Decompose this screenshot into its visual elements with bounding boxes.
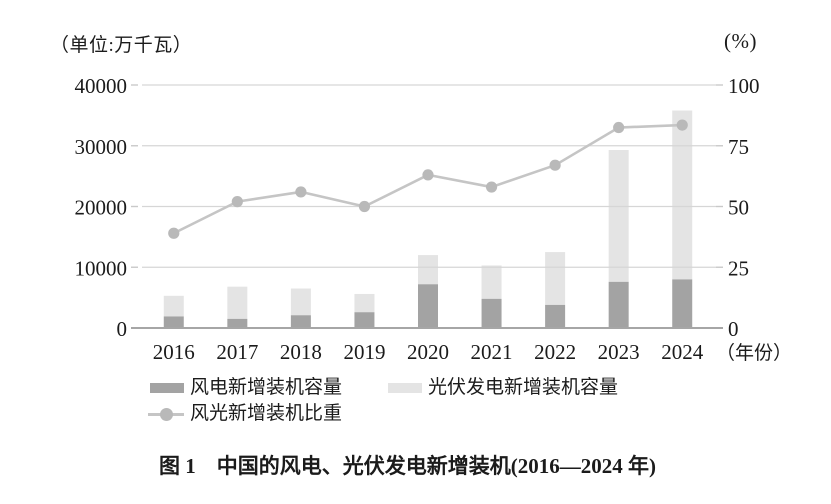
right-axis-tick-label-100: 100: [728, 74, 760, 98]
wind-bar-2019: [354, 312, 375, 328]
wind-bar-2016: [163, 316, 184, 328]
ratio-marker-2016: [168, 227, 180, 239]
x-axis-unit-label: （年份）: [716, 342, 792, 364]
ratio-marker-2020: [422, 169, 434, 181]
figure-caption: 图 1 中国的风电、光伏发电新增装机(2016—2024 年): [159, 454, 656, 478]
right-axis-tick-label-50: 50: [728, 196, 749, 220]
legend-item-ratio: 风光新增装机比重: [148, 402, 342, 426]
legend-ratio-label: 风光新增装机比重: [190, 403, 343, 424]
left-axis-tick-label-30000: 30000: [75, 135, 128, 159]
ratio-marker-2017: [231, 196, 243, 208]
wind-bar-2022: [545, 304, 566, 328]
solar-bar-2020: [418, 255, 438, 285]
left-axis-tick-label-10000: 10000: [75, 256, 128, 280]
solar-bar-2022: [545, 252, 566, 305]
ratio-marker-swatch-dot: [160, 407, 173, 421]
wind-bar-2017: [227, 318, 248, 328]
wind-bar-2023: [608, 281, 629, 328]
x-axis-label-2019: 2019: [343, 340, 385, 364]
ratio-marker-2022: [549, 159, 561, 171]
x-axis-label-2021: 2021: [471, 340, 513, 364]
x-axis-label-2017: 2017: [216, 340, 258, 364]
chart-svg: 0 0 10000 25 20000 50 30000 75 40000 100 2016 2017 2…: [75, 74, 793, 364]
ratio-marker-2019: [358, 200, 371, 213]
legend-item-solar: 光伏发电新增装机容量: [388, 376, 618, 400]
left-axis-tick-label-40000: 40000: [75, 74, 128, 98]
right-axis-tick-label-25: 25: [728, 256, 749, 280]
x-axis-label-2016: 2016: [153, 340, 195, 364]
solar-bar-2023: [608, 150, 629, 282]
ratio-marker-2024: [676, 119, 688, 131]
right-axis-unit-label: (%): [724, 29, 757, 53]
wind-bar-2024: [672, 279, 693, 328]
wind-bar-swatch-icon: [150, 383, 184, 393]
solar-bar-2024: [672, 110, 693, 280]
x-axis-label-2024: 2024: [661, 340, 704, 364]
x-axis-label-2022: 2022: [534, 340, 576, 364]
wind-bar-2021: [481, 298, 502, 328]
solar-bar-2021: [481, 265, 502, 299]
x-axis-label-2018: 2018: [280, 340, 322, 364]
right-axis-tick-label-0: 0: [728, 317, 739, 341]
solar-bar-2017: [227, 286, 248, 319]
solar-bar-swatch-icon: [388, 383, 422, 393]
right-axis-tick-label-75: 75: [728, 135, 749, 159]
wind-bar-2020: [418, 284, 438, 328]
left-axis-tick-label-20000: 20000: [75, 196, 128, 220]
legend-item-wind: 风电新增装机容量: [150, 376, 342, 400]
ratio-marker-2023: [613, 121, 625, 134]
left-axis-unit-label: （单位:万千瓦）: [50, 35, 193, 56]
legend-solar-label: 光伏发电新增装机容量: [428, 377, 619, 398]
solar-bar-2018: [290, 288, 311, 316]
legend-wind-label: 风电新增装机容量: [190, 377, 343, 398]
ratio-marker-2021: [485, 181, 498, 193]
left-axis-tick-label-0: 0: [117, 317, 128, 341]
wind-bar-2018: [290, 315, 311, 328]
ratio-marker-2018: [295, 186, 307, 198]
x-axis-label-2020: 2020: [407, 340, 449, 364]
ratio-line-marker-swatch-icon: [148, 407, 184, 421]
x-axis-label-2023: 2023: [598, 340, 640, 364]
solar-bar-2016: [163, 295, 184, 317]
solar-bar-2019: [354, 293, 375, 313]
